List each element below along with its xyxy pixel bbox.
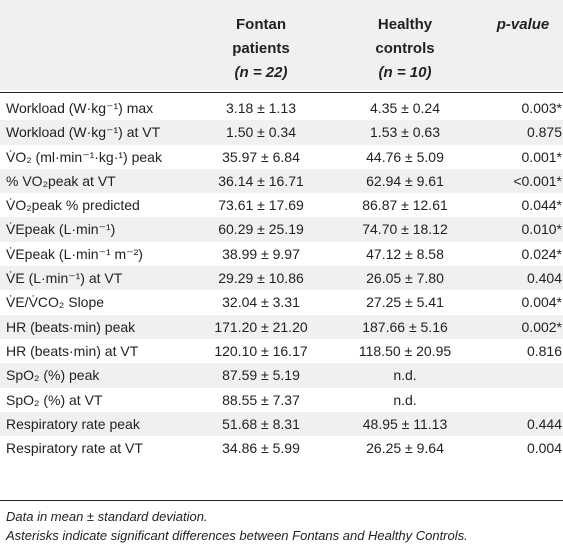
p-value: 0.004* — [521, 294, 562, 311]
healthy-value: 27.25 ± 5.41 — [366, 294, 444, 311]
row-label: SpO₂ (%) peak — [6, 367, 100, 384]
row-label: V̇E (L·min⁻¹) at VT — [6, 270, 123, 287]
table-row: Workload (W·kg⁻¹) at VT 1.50 ± 0.34 1.53 ±… — [0, 120, 563, 145]
healthy-value: 62.94 ± 9.61 — [366, 172, 444, 189]
p-value: 0.044* — [521, 197, 562, 214]
table-row: SpO₂ (%) at VT 88.55 ± 7.37 n.d. — [0, 388, 563, 412]
p-value: 0.001* — [521, 148, 562, 165]
healthy-value: 4.35 ± 0.24 — [370, 100, 440, 116]
row-label: V̇O₂ (ml·min⁻¹·kg·¹) peak — [6, 148, 162, 165]
healthy-value: 187.66 ± 5.16 — [362, 318, 448, 335]
healthy-value: n.d. — [393, 391, 417, 408]
row-label: Respiratory rate at VT — [6, 440, 143, 457]
table-row: HR (beats·min) at VT 120.10 ± 16.17 118.50… — [0, 339, 563, 363]
footnote-2: Asterisks indicate significant differenc… — [6, 528, 468, 543]
header-fontan-line2: patients — [232, 40, 290, 57]
fontan-value: 51.68 ± 8.31 — [222, 415, 300, 432]
fontan-value: 1.50 ± 0.34 — [226, 124, 296, 141]
row-label: SpO₂ (%) at VT — [6, 391, 103, 408]
header-fontan-n: (n = 22) — [234, 64, 288, 81]
fontan-value: 38.99 ± 9.97 — [222, 245, 300, 262]
healthy-value: 86.87 ± 12.61 — [362, 197, 448, 214]
healthy-value: 1.53 ± 0.63 — [370, 124, 440, 141]
fontan-value: 171.20 ± 21.20 — [214, 318, 308, 335]
table-body: Workload (W·kg⁻¹) max 3.18 ± 1.13 4.35 ± 0… — [0, 96, 563, 460]
table-row: % VO₂peak at VT 36.14 ± 16.71 62.94 ± 9.61… — [0, 168, 563, 194]
table-row: V̇Epeak (L·min⁻¹) 60.29 ± 25.19 74.70 ± 18… — [0, 217, 563, 242]
table-header: Fontan patients (n = 22) Healthy control… — [0, 0, 563, 90]
bottom-rule — [0, 500, 563, 501]
row-label: V̇O₂peak % predicted — [6, 197, 140, 214]
table-row: Workload (W·kg⁻¹) max 3.18 ± 1.13 4.35 ± 0… — [0, 96, 563, 120]
row-label: % VO₂peak at VT — [6, 172, 116, 189]
row-label: Workload (W·kg⁻¹) max — [6, 100, 154, 116]
row-label: HR (beats·min) at VT — [6, 342, 139, 359]
table-row: V̇O₂peak % predicted 73.61 ± 17.69 86.87 ±… — [0, 193, 563, 217]
healthy-value: 47.12 ± 8.58 — [366, 245, 444, 262]
healthy-value: n.d. — [393, 367, 417, 384]
fontan-value: 87.59 ± 5.19 — [222, 367, 300, 384]
fontan-value: 73.61 ± 17.69 — [218, 197, 304, 214]
fontan-value: 120.10 ± 16.17 — [214, 342, 308, 359]
fontan-value: 60.29 ± 25.19 — [218, 221, 304, 238]
fontan-value: 32.04 ± 3.31 — [222, 294, 300, 311]
header-fontan-line1: Fontan — [236, 16, 286, 33]
table-row: V̇O₂ (ml·min⁻¹·kg·¹) peak 35.97 ± 6.84 44.… — [0, 145, 563, 169]
p-value: <0.001* — [513, 172, 562, 189]
header-fontan: Fontan patients (n = 22) — [196, 13, 326, 85]
fontan-value: 29.29 ± 10.86 — [218, 270, 304, 287]
table-row: V̇E (L·min⁻¹) at VT 29.29 ± 10.86 26.05 ± … — [0, 266, 563, 291]
header-healthy-line1: Healthy — [377, 16, 433, 33]
row-label: V̇Epeak (L·min⁻¹ m⁻²) — [6, 245, 143, 262]
p-value: 0.404 — [526, 270, 562, 287]
row-label: HR (beats·min) peak — [6, 318, 136, 335]
row-label: V̇Epeak (L·min⁻¹) — [6, 221, 116, 238]
fontan-value: 35.97 ± 6.84 — [222, 148, 300, 165]
healthy-value: 118.50 ± 20.95 — [358, 342, 452, 359]
p-value: 0.003* — [521, 100, 562, 116]
healthy-value: 26.25 ± 9.64 — [366, 440, 444, 457]
row-label: Respiratory rate peak — [6, 415, 140, 432]
row-label: V̇E/V̇CO₂ Slope — [6, 294, 105, 311]
p-value: 0.004 — [526, 440, 562, 457]
table-row: Respiratory rate peak 51.68 ± 8.31 48.95 ±… — [0, 411, 563, 437]
header-rule — [0, 92, 563, 93]
p-value: 0.816 — [526, 342, 562, 359]
header-healthy-line2: controls — [375, 40, 435, 57]
table-row: V̇E/V̇CO₂ Slope 32.04 ± 3.31 27.25 ± 5.41 0… — [0, 290, 563, 314]
fontan-value: 88.55 ± 7.37 — [222, 391, 300, 408]
healthy-value: 44.76 ± 5.09 — [366, 148, 444, 165]
healthy-value: 74.70 ± 18.12 — [362, 221, 448, 238]
p-value: 0.002* — [521, 318, 562, 335]
row-label: Workload (W·kg⁻¹) at VT — [6, 124, 161, 141]
healthy-value: 26.05 ± 7.80 — [366, 270, 444, 287]
header-healthy-n: (n = 10) — [378, 64, 432, 81]
healthy-value: 48.95 ± 11.13 — [362, 415, 448, 432]
header-pvalue-label: p-value — [496, 16, 550, 33]
fontan-value: 3.18 ± 1.13 — [226, 100, 296, 116]
table-row: SpO₂ (%) peak 87.59 ± 5.19 n.d. — [0, 363, 563, 388]
table-row: HR (beats·min) peak 171.20 ± 21.20 187.66 … — [0, 314, 563, 339]
table-row: Respiratory rate at VT 34.86 ± 5.99 26.25 … — [0, 436, 563, 460]
footnote-1: Data in mean ± standard deviation. — [6, 509, 208, 524]
fontan-value: 34.86 ± 5.99 — [222, 440, 300, 457]
p-value: 0.024* — [521, 245, 562, 262]
header-pvalue: p-value — [488, 13, 558, 37]
header-healthy: Healthy controls (n = 10) — [345, 13, 465, 85]
p-value: 0.444 — [526, 415, 562, 432]
p-value: 0.010* — [521, 221, 562, 238]
p-value: 0.875 — [526, 124, 562, 141]
table-row: V̇Epeak (L·min⁻¹ m⁻²) 38.99 ± 9.97 47.12 ±… — [0, 242, 563, 266]
fontan-value: 36.14 ± 16.71 — [218, 172, 304, 189]
